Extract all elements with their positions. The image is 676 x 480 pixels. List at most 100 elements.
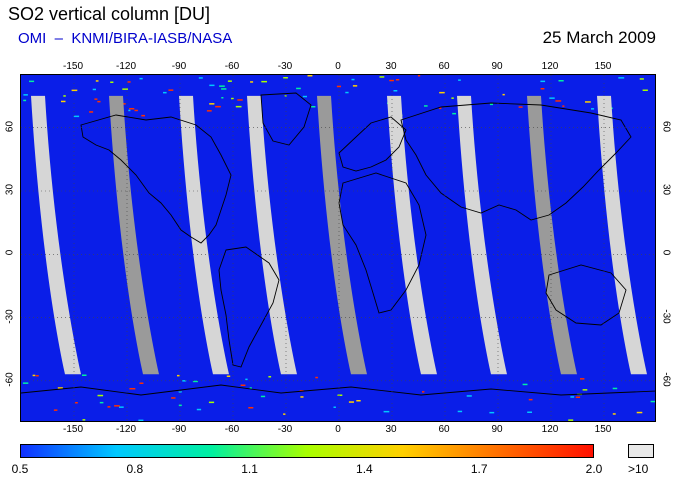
noise-speck <box>209 103 215 105</box>
noise-speck <box>591 108 595 110</box>
noise-speck <box>639 78 644 80</box>
noise-speck <box>261 80 267 83</box>
noise-speck <box>439 107 442 110</box>
longitude-tick-label: 150 <box>594 424 612 435</box>
coast-antarctica <box>21 384 655 396</box>
noise-speck <box>139 77 143 80</box>
noise-speck <box>178 404 182 407</box>
noise-speck <box>107 406 111 408</box>
noise-speck <box>127 81 131 83</box>
noise-speck <box>221 88 227 90</box>
latitude-tick-label: -30 <box>4 308 16 324</box>
noise-speck <box>177 374 180 377</box>
noise-speck <box>110 81 114 83</box>
data-noise <box>22 75 655 421</box>
noise-speck <box>209 84 215 87</box>
noise-speck <box>119 406 124 408</box>
orbit-gap-4 <box>247 95 297 375</box>
longitude-tick-label: 120 <box>541 61 559 72</box>
map-canvas <box>21 75 655 421</box>
noise-speck <box>92 88 96 91</box>
noise-speck <box>248 407 254 409</box>
noise-speck <box>168 89 174 91</box>
colorbar-over-label: >10 <box>628 462 649 476</box>
noise-speck <box>114 405 120 407</box>
noise-speck <box>315 376 318 379</box>
noise-speck <box>575 396 581 398</box>
noise-speck <box>457 410 463 413</box>
longitude-tick-label: -150 <box>63 61 84 72</box>
noise-speck <box>71 89 78 92</box>
noise-speck <box>302 95 307 98</box>
subtitle: OMI – KNMI/BIRA-IASB/NASA <box>18 30 233 47</box>
noise-speck <box>250 81 254 83</box>
latitude-tick-label: -60 <box>660 372 672 387</box>
colorbar-over-box <box>628 444 654 458</box>
noise-speck <box>32 374 36 377</box>
noise-speck <box>75 402 78 404</box>
noise-speck <box>502 93 505 96</box>
latitude-tick-label: 30 <box>660 183 672 196</box>
noise-speck <box>245 378 248 381</box>
noise-speck <box>235 105 242 108</box>
noise-speck <box>129 108 135 110</box>
longitude-tick-label: 150 <box>594 61 612 72</box>
noise-speck <box>549 97 555 99</box>
noise-speck <box>121 103 126 105</box>
noise-speck <box>383 410 390 413</box>
longitude-tick-label: -60 <box>224 61 240 72</box>
noise-speck <box>221 97 224 99</box>
noise-speck <box>240 384 246 386</box>
noise-speck <box>171 397 176 399</box>
noise-speck <box>540 80 546 83</box>
so2-map <box>20 74 656 422</box>
colorbar-tick-label: 0.8 <box>126 462 144 476</box>
noise-speck <box>580 378 585 380</box>
noise-speck <box>219 85 225 87</box>
noise-speck <box>337 394 343 396</box>
noise-speck <box>422 391 425 393</box>
latitude-tick-label: 60 <box>4 120 16 132</box>
noise-speck <box>527 411 532 413</box>
noise-speck <box>196 408 202 411</box>
colorbar-tick-label: 0.5 <box>11 462 29 476</box>
noise-speck <box>451 97 454 99</box>
noise-speck <box>582 389 588 391</box>
noise-speck <box>35 375 39 377</box>
noise-speck <box>73 115 80 118</box>
orbit-gap-3 <box>179 95 229 375</box>
noise-speck <box>568 419 574 421</box>
noise-speck <box>206 110 212 112</box>
colorbar <box>20 444 594 458</box>
noise-speck <box>268 376 272 378</box>
noise-speck <box>395 79 400 81</box>
longitude-tick-label: 60 <box>438 61 450 72</box>
noise-speck <box>348 401 354 403</box>
noise-speck <box>636 411 643 414</box>
coast-greenland <box>260 92 312 146</box>
orbit-gap-2 <box>109 95 159 375</box>
noise-speck <box>296 87 301 90</box>
noise-speck <box>458 79 461 81</box>
noise-speck <box>99 401 104 404</box>
noise-speck <box>23 94 28 96</box>
noise-speck <box>53 409 58 411</box>
noise-speck <box>134 109 138 112</box>
longitude-tick-label: -120 <box>116 61 137 72</box>
longitude-tick-label: 0 <box>335 424 341 435</box>
noise-speck <box>61 100 66 103</box>
latitude-tick-label: -30 <box>660 308 672 324</box>
colorbar-tick-label: 1.4 <box>356 462 373 476</box>
latitude-tick-label: 30 <box>4 183 16 196</box>
noise-speck <box>555 100 562 102</box>
noise-speck <box>452 112 456 115</box>
orbit-gap-5 <box>317 95 367 375</box>
noise-speck <box>82 374 87 376</box>
noise-speck <box>94 98 98 100</box>
noise-speck <box>612 387 618 390</box>
noise-speck <box>82 419 86 421</box>
noise-speck <box>439 91 445 94</box>
noise-speck <box>522 383 528 386</box>
longitude-tick-label: -120 <box>116 424 137 435</box>
noise-speck <box>215 105 221 108</box>
